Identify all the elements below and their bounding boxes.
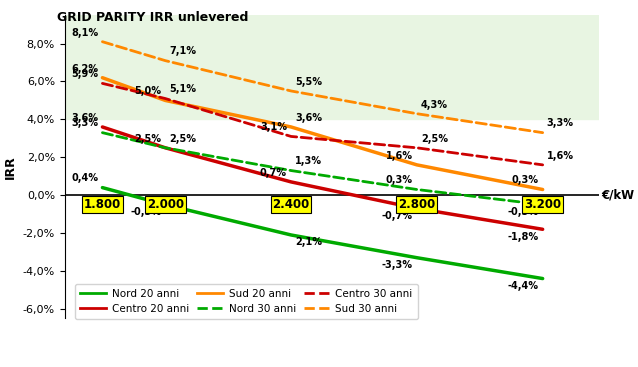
- Text: -1,8%: -1,8%: [507, 232, 538, 242]
- Text: 3,3%: 3,3%: [71, 119, 98, 128]
- Text: 7,1%: 7,1%: [170, 47, 197, 57]
- Text: 1,3%: 1,3%: [295, 156, 322, 166]
- Text: 2,1%: 2,1%: [295, 237, 322, 247]
- Text: 6,2%: 6,2%: [71, 63, 98, 73]
- Text: 1.800: 1.800: [84, 198, 121, 211]
- Text: -0,5%: -0,5%: [130, 207, 161, 217]
- Text: 2,5%: 2,5%: [421, 134, 448, 143]
- Text: -3,3%: -3,3%: [382, 260, 413, 270]
- Text: 3,6%: 3,6%: [295, 113, 322, 123]
- Text: 5,9%: 5,9%: [71, 69, 98, 79]
- Text: €/kW: €/kW: [601, 189, 634, 202]
- Text: 1,6%: 1,6%: [547, 151, 574, 161]
- Text: 1,6%: 1,6%: [386, 151, 413, 161]
- Text: -0,7%: -0,7%: [382, 211, 413, 221]
- Legend: Nord 20 anni, Centro 20 anni, Sud 20 anni, Nord 30 anni, Centro 30 anni, Sud 30 : Nord 20 anni, Centro 20 anni, Sud 20 ann…: [75, 284, 418, 319]
- Text: 8,1%: 8,1%: [71, 28, 98, 37]
- Text: 3.200: 3.200: [524, 198, 561, 211]
- Text: 4,3%: 4,3%: [421, 99, 448, 109]
- Text: 0,7%: 0,7%: [260, 168, 287, 178]
- Text: -4,4%: -4,4%: [507, 281, 538, 291]
- Text: 2.400: 2.400: [272, 198, 309, 211]
- Text: 0,3%: 0,3%: [386, 175, 413, 185]
- Text: 0,4%: 0,4%: [71, 174, 98, 184]
- Text: 0,3%: 0,3%: [512, 175, 538, 185]
- Text: 3,6%: 3,6%: [71, 113, 98, 123]
- Text: 3,1%: 3,1%: [260, 122, 287, 132]
- Text: 2.800: 2.800: [398, 198, 436, 211]
- Text: GRID PARITY IRR unlevered: GRID PARITY IRR unlevered: [57, 11, 249, 24]
- Bar: [64, 15, 599, 119]
- Text: 5,5%: 5,5%: [295, 77, 322, 87]
- Text: 5,1%: 5,1%: [170, 84, 197, 94]
- Text: -0,5%: -0,5%: [507, 207, 538, 217]
- Text: 3,3%: 3,3%: [547, 119, 574, 128]
- Text: 5,0%: 5,0%: [134, 86, 161, 96]
- Y-axis label: IRR: IRR: [4, 155, 17, 179]
- Text: 2,5%: 2,5%: [170, 134, 197, 143]
- Text: 2.000: 2.000: [147, 198, 184, 211]
- Text: 2,5%: 2,5%: [134, 134, 161, 143]
